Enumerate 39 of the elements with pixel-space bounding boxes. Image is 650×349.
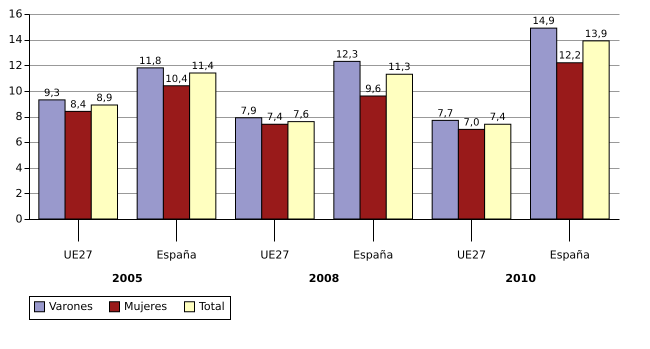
data-label: 14,9 — [532, 16, 555, 28]
legend-label: Varones — [49, 300, 94, 313]
data-label: 7,4 — [266, 112, 283, 124]
data-label: 8,9 — [96, 92, 112, 104]
x-tick-label: UE27 — [457, 248, 486, 262]
y-tick-label: 12 — [8, 58, 22, 72]
data-label: 7,4 — [490, 112, 506, 124]
data-label: 11,4 — [192, 60, 214, 72]
data-label: 12,3 — [336, 49, 358, 60]
x-tick-label: España — [550, 248, 590, 262]
y-tick-label: 16 — [8, 8, 22, 20]
data-label: 11,3 — [388, 62, 411, 74]
data-label: 10,4 — [165, 74, 188, 85]
y-tick-label: 8 — [16, 110, 22, 123]
text: 2008 — [308, 272, 340, 285]
x-tick-label: UE27 — [64, 248, 93, 262]
y-tick-label: 2 — [16, 186, 22, 200]
text: 2010 — [505, 272, 536, 285]
data-label: 9,3 — [44, 88, 60, 99]
data-label: 7,6 — [293, 110, 310, 121]
data-label: 13,9 — [584, 28, 608, 40]
data-label: 7,9 — [240, 106, 257, 117]
legend-label: Mujeres — [124, 300, 168, 313]
y-tick-label: 14 — [8, 33, 22, 46]
data-label: 9,6 — [365, 84, 382, 95]
data-label: 8,4 — [70, 99, 86, 110]
x-tick-label: España — [156, 248, 197, 262]
x-tick-label: España — [353, 248, 394, 262]
data-label: 11,8 — [139, 56, 162, 67]
y-tick-label: 0 — [16, 212, 22, 226]
text: 2005 — [112, 272, 143, 285]
data-label: 7,0 — [464, 117, 480, 128]
y-tick-label: 6 — [16, 136, 22, 149]
y-tick-label: 10 — [8, 84, 22, 98]
x-tick-label: UE27 — [260, 248, 290, 262]
data-label: 12,2 — [558, 50, 581, 62]
data-label: 7,7 — [437, 108, 454, 120]
y-tick-label: 4 — [16, 161, 22, 174]
legend-label: Total — [198, 300, 225, 313]
